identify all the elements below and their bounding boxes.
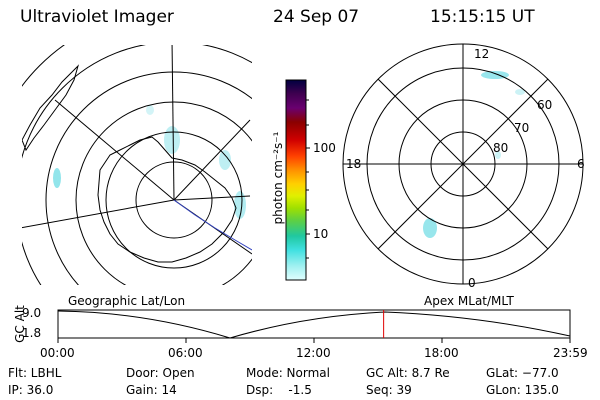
geographic-panel-label: Geographic Lat/Lon: [68, 294, 186, 308]
mlt-label-18: 18: [346, 157, 362, 171]
meridians: [22, 45, 252, 255]
time-label: 15:15:15 UT: [430, 7, 535, 27]
gain-status: Gain: 14: [126, 383, 177, 397]
ip-status: IP: 36.0: [8, 383, 54, 397]
door-status: Door: Open: [126, 366, 195, 380]
altitude-xticks: [57, 338, 571, 343]
xtick-0600: 06:00: [168, 346, 203, 360]
antarctica-coastline: [97, 136, 237, 263]
colorbar-tick-100: 100: [313, 141, 336, 155]
xtick-1200: 12:00: [296, 346, 331, 360]
apex-grid: [342, 43, 584, 285]
colorbar-tick-10: 10: [313, 227, 329, 241]
xtick-2359: 23:59: [553, 346, 588, 360]
date-label: 24 Sep 07: [273, 7, 360, 27]
xtick-1800: 18:00: [424, 346, 459, 360]
geographic-map: [22, 45, 252, 285]
filter-status: Flt: LBHL: [8, 366, 62, 380]
apex-polar-plot: [423, 71, 525, 238]
mlat-label-70: 70: [514, 121, 530, 135]
apex-panel-label: Apex MLat/MLT: [424, 294, 514, 308]
mlat-label-60: 60: [537, 98, 553, 112]
colorbar: [285, 79, 307, 281]
mlat-label-80: 80: [493, 141, 509, 155]
xtick-0000: 00:00: [40, 346, 75, 360]
ground-track: [173, 199, 252, 251]
colorbar-ticks: [306, 99, 310, 259]
mlt-label-6: 6: [577, 157, 585, 171]
mode-status: Mode: Normal: [246, 366, 330, 380]
seq-status: Seq: 39: [366, 383, 412, 397]
colorbar-unit-label: photon cm⁻²s⁻¹: [271, 131, 285, 225]
apex-aurora-emission: [423, 71, 525, 238]
altitude-ytick-1-8: 1.8: [22, 326, 42, 340]
dsp-status: Dsp: -1.5: [246, 383, 312, 397]
south-america-coastline: [22, 64, 80, 152]
glon-status: GLon: 135.0: [486, 383, 559, 397]
aurora-emission: [53, 105, 246, 219]
mlt-label-0: 0: [468, 276, 476, 290]
glat-status: GLat: −77.0: [486, 366, 559, 380]
altitude-ytick-9: 9.0: [22, 306, 42, 320]
altitude-plot-frame: [57, 309, 571, 339]
altitude-curve: [57, 310, 571, 339]
mlt-label-12: 12: [474, 47, 490, 61]
gc-alt-status: GC Alt: 8.7 Re: [366, 366, 450, 380]
instrument-title: Ultraviolet Imager: [20, 7, 174, 27]
latitude-circles: [22, 45, 252, 285]
